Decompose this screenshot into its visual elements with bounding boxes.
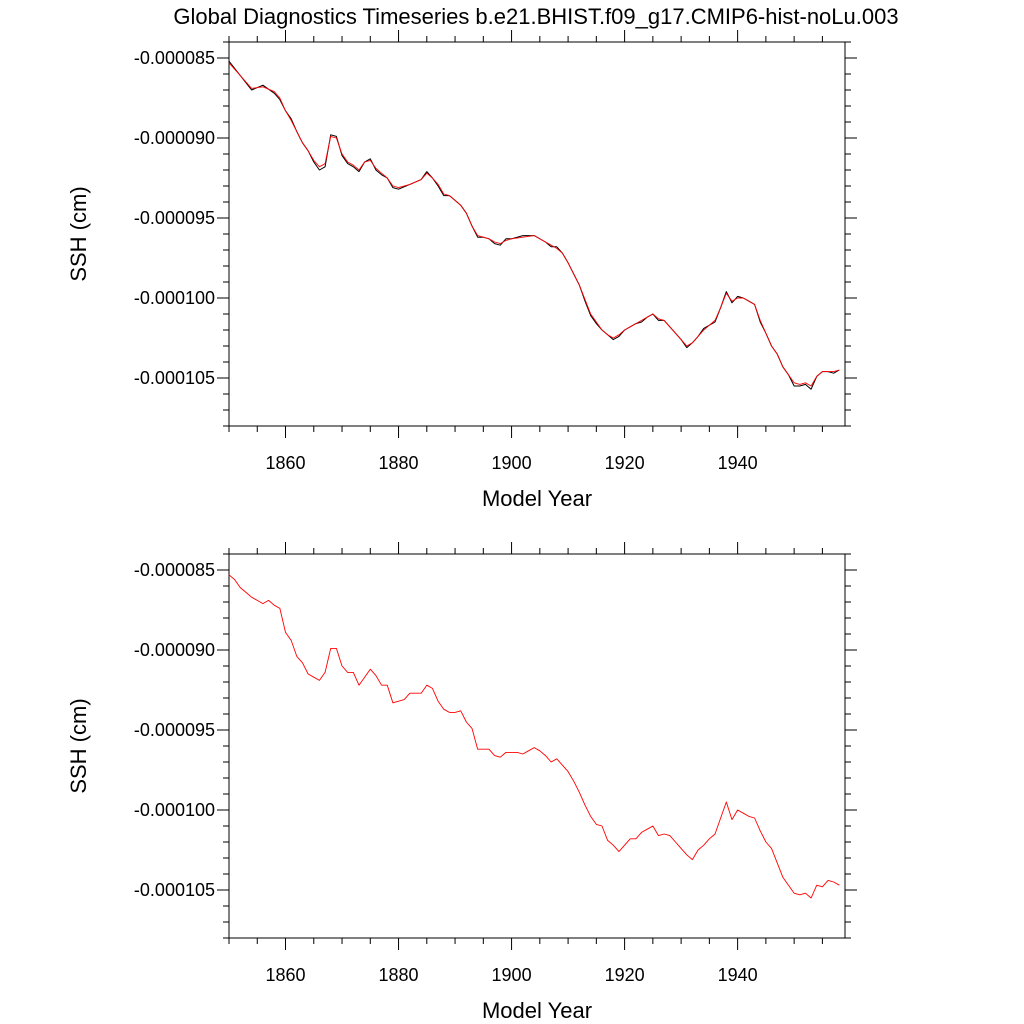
top-plot-frame [228, 41, 846, 427]
bottom-series-annual-line [228, 574, 840, 899]
top-series-annual-line [228, 62, 840, 387]
top-y-tick-label: -0.000095 [134, 208, 215, 228]
top-y-axis-title: SSH (cm) [66, 186, 91, 281]
bottom-y-tick-label: -0.000100 [134, 800, 215, 820]
top-x-tick-label: 1860 [265, 453, 305, 473]
top-y-tick-label: -0.000090 [134, 128, 215, 148]
bottom-x-tick-label: 1900 [492, 965, 532, 985]
figure-title: Global Diagnostics Timeseries b.e21.BHIS… [173, 4, 898, 29]
bottom-y-tick-label: -0.000090 [134, 640, 215, 660]
bottom-x-tick-label: 1920 [605, 965, 645, 985]
bottom-x-tick-label: 1880 [379, 965, 419, 985]
bottom-plot-frame [228, 553, 846, 939]
top-panel: 1860 1880 1900 1920 1940 -0.000085 -0.000090 -0… [66, 30, 857, 511]
bottom-y-tick-label: -0.000085 [134, 560, 215, 580]
bottom-x-tick-label: 1860 [265, 965, 305, 985]
top-x-axis-title: Model Year [482, 486, 592, 511]
top-series-monthly-line [228, 60, 840, 390]
bottom-panel: 1860 1880 1900 1920 1940 -0.000085 -0.000090 -0… [66, 542, 857, 1023]
bottom-y-tick-label: -0.000105 [134, 880, 215, 900]
bottom-y-axis-title: SSH (cm) [66, 698, 91, 793]
bottom-y-tick-label: -0.000095 [134, 720, 215, 740]
top-x-tick-label: 1900 [492, 453, 532, 473]
top-x-tick-label: 1880 [379, 453, 419, 473]
top-x-tick-label: 1940 [718, 453, 758, 473]
bottom-x-axis-title: Model Year [482, 998, 592, 1023]
top-y-tick-label: -0.000085 [134, 48, 215, 68]
top-y-tick-label: -0.000105 [134, 368, 215, 388]
top-y-tick-label: -0.000100 [134, 288, 215, 308]
bottom-x-tick-label: 1940 [718, 965, 758, 985]
top-x-tick-label: 1920 [605, 453, 645, 473]
